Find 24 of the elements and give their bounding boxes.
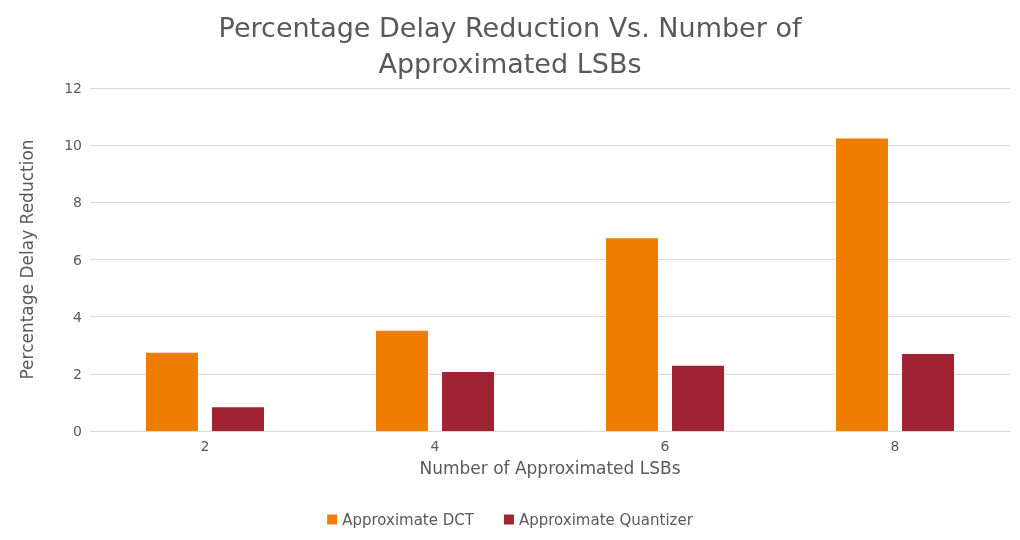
chart-title: Percentage Delay Reduction Vs. Number of Approximated LSBs — [218, 11, 803, 79]
bar — [145, 352, 198, 431]
y-tick-label: 4 — [73, 308, 83, 325]
x-tick-label: 6 — [660, 438, 670, 454]
y-axis-title: Percentage Delay Reduction — [16, 139, 37, 380]
y-tick-label: 2 — [73, 365, 82, 382]
y-tick-label: 12 — [64, 80, 82, 96]
y-tick-label: 10 — [64, 137, 82, 154]
x-tick-label: 8 — [890, 438, 900, 454]
bar — [672, 365, 725, 431]
y-tick-label: 6 — [73, 251, 83, 268]
x-axis-title: Number of Approximated LSBs — [419, 457, 681, 478]
x-tick-label: 2 — [200, 438, 210, 454]
y-tick-label: 8 — [73, 194, 82, 211]
legend-label: Approximate Quantizer — [518, 510, 694, 529]
bar — [605, 238, 658, 431]
bar — [835, 138, 888, 431]
x-tick-label: 4 — [430, 438, 440, 454]
bar — [442, 372, 495, 431]
bar — [902, 354, 955, 431]
y-tick-label: 0 — [73, 423, 82, 439]
bar — [212, 407, 265, 431]
legend-label: Approximate DCT — [342, 510, 475, 529]
bar — [375, 330, 428, 431]
